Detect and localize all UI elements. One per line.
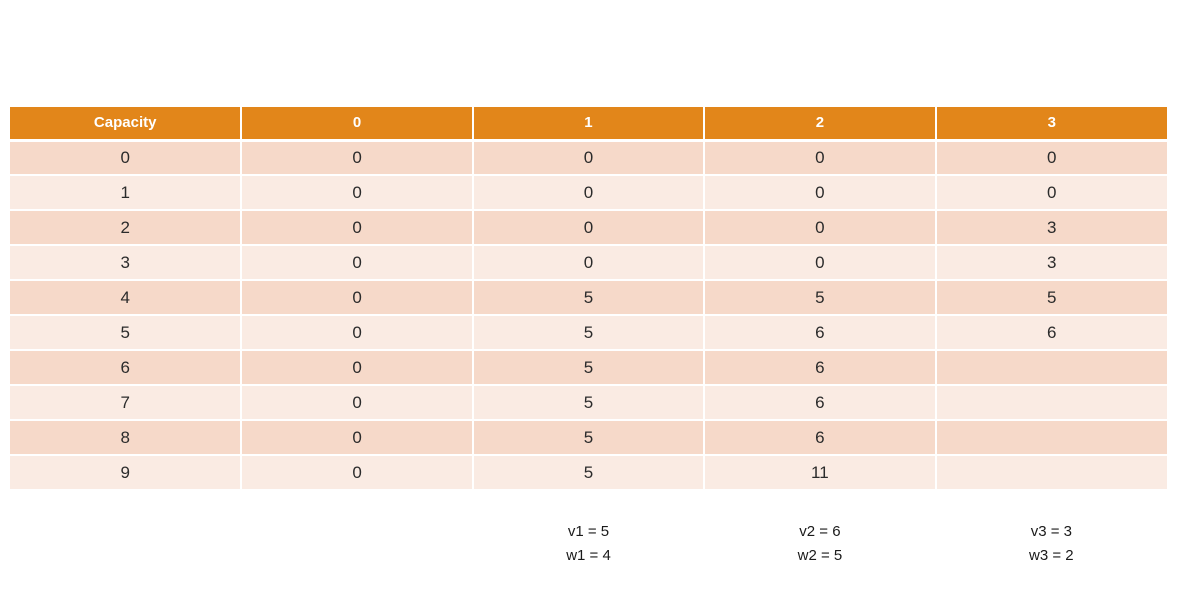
dp-value-cell: 11 xyxy=(704,455,937,491)
dp-value-cell: 6 xyxy=(935,315,1167,351)
dp-value-cell: 5 xyxy=(472,280,706,316)
dp-value-cell: 0 xyxy=(704,210,937,246)
dp-value-cell: 6 xyxy=(704,385,937,421)
capacity-cell: 3 xyxy=(10,245,243,281)
dp-value-cell: 6 xyxy=(704,420,937,456)
dp-value-cell: 0 xyxy=(935,175,1167,211)
dp-value-cell: 0 xyxy=(472,210,706,246)
dp-value-cell: 0 xyxy=(241,350,474,386)
dp-value-cell: 5 xyxy=(935,280,1167,316)
dp-value-cell: 0 xyxy=(935,140,1167,176)
dp-value-cell xyxy=(935,455,1167,491)
dp-value-cell xyxy=(935,350,1167,386)
column-header-capacity: Capacity xyxy=(10,107,243,142)
dp-value-cell: 3 xyxy=(935,245,1167,281)
header-row: Capacity 0 1 2 3 xyxy=(10,107,1167,142)
dp-value-cell: 5 xyxy=(472,315,706,351)
dp-value-cell: 5 xyxy=(472,420,706,456)
dp-value-cell: 5 xyxy=(472,350,706,386)
dp-value-cell: 0 xyxy=(241,245,474,281)
capacity-cell: 6 xyxy=(10,350,243,386)
item-weight-label: w3 = 2 xyxy=(1029,547,1074,564)
annotation-spacer xyxy=(241,520,472,568)
column-header-item-3: 3 xyxy=(935,107,1167,142)
dp-value-cell: 0 xyxy=(241,140,474,176)
column-header-item-1: 1 xyxy=(472,107,706,142)
item-weight-label: w2 = 5 xyxy=(797,547,843,564)
column-header-item-2: 2 xyxy=(704,107,937,142)
dp-value-cell: 3 xyxy=(935,210,1167,246)
dp-value-cell: 0 xyxy=(241,210,474,246)
capacity-cell: 8 xyxy=(10,420,243,456)
item-2-annotation: v2 = 6 w2 = 5 xyxy=(704,520,935,568)
annotation-spacer xyxy=(10,520,241,568)
capacity-cell: 2 xyxy=(10,210,243,246)
capacity-cell: 9 xyxy=(10,455,243,491)
dp-value-cell: 0 xyxy=(241,280,474,316)
dp-value-cell: 0 xyxy=(241,175,474,211)
item-value-label: v2 = 6 xyxy=(799,523,841,540)
capacity-cell: 1 xyxy=(10,175,243,211)
dp-value-cell: 0 xyxy=(704,175,937,211)
item-annotations: v1 = 5 w1 = 4 v2 = 6 w2 = 5 v3 = 3 w3 = 2 xyxy=(10,520,1167,568)
item-weight-label: w1 = 4 xyxy=(566,547,611,564)
dp-value-cell: 0 xyxy=(472,245,706,281)
dp-value-cell xyxy=(935,420,1167,456)
dp-value-cell: 5 xyxy=(472,385,706,421)
item-value-label: v1 = 5 xyxy=(567,523,610,540)
dp-value-cell: 5 xyxy=(472,455,706,491)
capacity-cell: 4 xyxy=(10,280,243,316)
dp-value-cell: 0 xyxy=(472,175,706,211)
dp-value-cell: 0 xyxy=(241,420,474,456)
dp-value-cell: 5 xyxy=(704,280,937,316)
capacity-cell: 5 xyxy=(10,315,243,351)
dp-value-cell: 0 xyxy=(241,455,474,491)
column-header-item-0: 0 xyxy=(241,107,474,142)
dp-value-cell: 0 xyxy=(704,245,937,281)
item-value-label: v3 = 3 xyxy=(1030,523,1072,540)
item-3-annotation: v3 = 3 w3 = 2 xyxy=(936,520,1167,568)
dp-value-cell: 0 xyxy=(472,140,706,176)
dp-value-cell: 0 xyxy=(704,140,937,176)
dp-value-cell: 6 xyxy=(704,350,937,386)
dp-value-cell: 6 xyxy=(704,315,937,351)
dp-value-cell: 0 xyxy=(241,315,474,351)
capacity-cell: 7 xyxy=(10,385,243,421)
table-row: 9 0 5 11 xyxy=(10,455,1167,491)
capacity-cell: 0 xyxy=(10,140,243,176)
item-1-annotation: v1 = 5 w1 = 4 xyxy=(473,520,704,568)
dp-value-cell xyxy=(935,385,1167,421)
dp-value-cell: 0 xyxy=(241,385,474,421)
